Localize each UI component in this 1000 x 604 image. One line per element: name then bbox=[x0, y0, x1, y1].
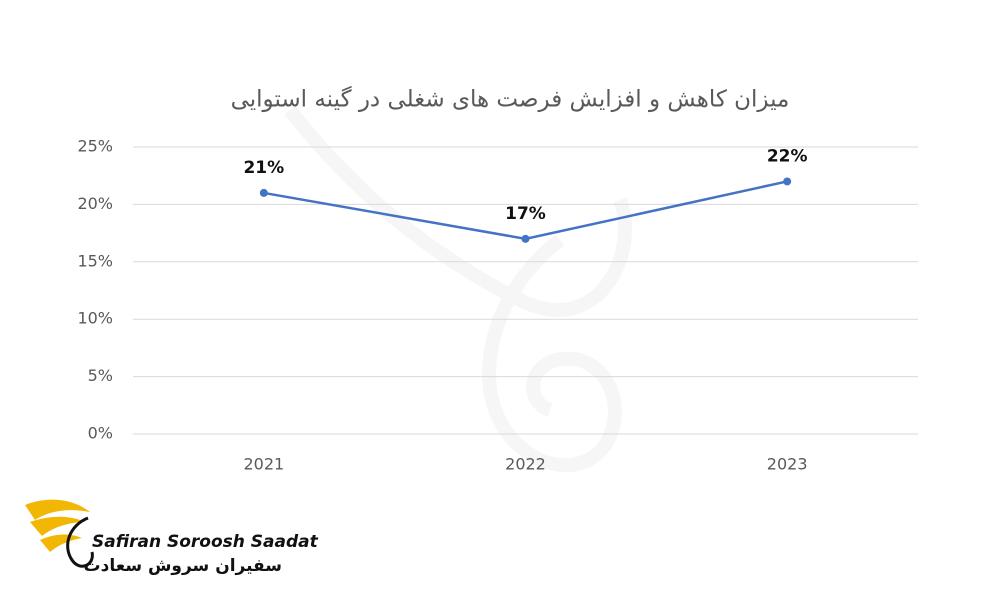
x-tick-label: 2022 bbox=[505, 455, 546, 474]
point bbox=[521, 234, 530, 243]
x-tick-label: 2023 bbox=[767, 455, 808, 474]
y-tick-label: 10% bbox=[77, 309, 113, 328]
y-tick-label: 25% bbox=[77, 137, 113, 156]
logo-wing bbox=[30, 516, 85, 536]
data-label: 22% bbox=[767, 146, 808, 166]
point bbox=[783, 177, 792, 186]
point bbox=[259, 188, 268, 197]
y-tick-label: 0% bbox=[88, 424, 113, 443]
logo-name: Safiran Soroosh Saadat bbox=[92, 532, 319, 552]
x-tick-label: 2021 bbox=[243, 455, 284, 474]
watermark-swirl bbox=[482, 234, 622, 473]
logo-wing bbox=[25, 499, 90, 520]
y-tick-label: 15% bbox=[77, 251, 113, 270]
watermark-wing bbox=[284, 105, 633, 317]
data-label: 17% bbox=[505, 204, 546, 224]
chart-title: میزان کاهش و افزایش فرصت های شغلی در گین… bbox=[231, 86, 790, 113]
y-tick-label: 5% bbox=[88, 366, 113, 385]
y-tick-label: 20% bbox=[77, 194, 113, 213]
logo-swirl bbox=[66, 516, 94, 568]
watermark bbox=[284, 105, 633, 473]
data-label: 21% bbox=[243, 158, 284, 178]
logo-name-fa: سفیران سروش سعادت bbox=[84, 556, 282, 576]
logo: Safiran Soroosh Saadat سفیران سروش سعادت bbox=[25, 499, 319, 576]
logo-wing bbox=[40, 534, 82, 552]
